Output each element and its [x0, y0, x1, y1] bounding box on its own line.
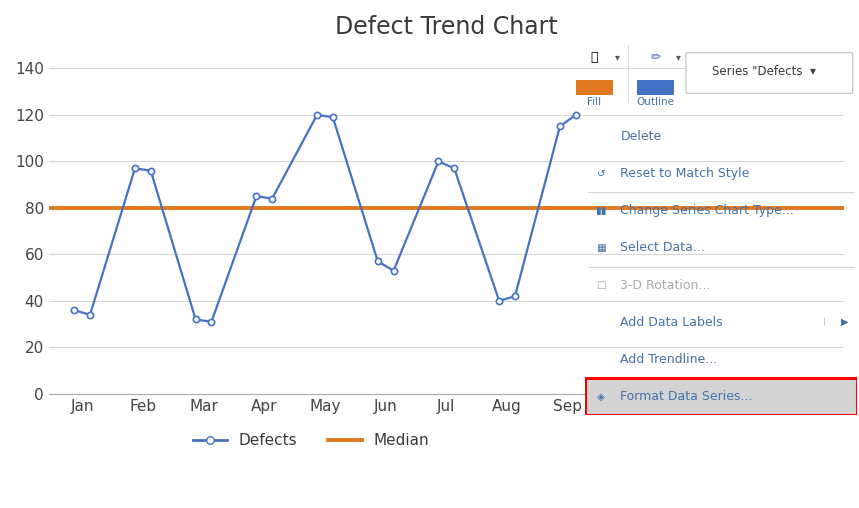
- Text: Add Data Labels: Add Data Labels: [620, 315, 723, 329]
- Text: ◈: ◈: [597, 392, 606, 401]
- Text: 🪣: 🪣: [591, 51, 599, 64]
- Text: ▶: ▶: [841, 317, 849, 327]
- Text: ✏: ✏: [650, 51, 661, 64]
- Text: Fill: Fill: [588, 98, 601, 107]
- Title: Defect Trend Chart: Defect Trend Chart: [335, 15, 557, 39]
- Text: ▦: ▦: [596, 243, 606, 253]
- Text: ▾: ▾: [676, 53, 681, 62]
- Text: Reset to Match Style: Reset to Match Style: [620, 167, 750, 180]
- Text: Select Data...: Select Data...: [620, 241, 705, 255]
- Text: 3-D Rotation...: 3-D Rotation...: [620, 278, 710, 292]
- Text: Format Data Series...: Format Data Series...: [620, 390, 752, 403]
- Bar: [576, 80, 613, 96]
- Text: Series "Defects  ▾: Series "Defects ▾: [712, 65, 816, 78]
- Text: ▾: ▾: [615, 53, 620, 62]
- FancyBboxPatch shape: [685, 53, 853, 93]
- Text: Change Series Chart Type...: Change Series Chart Type...: [620, 204, 794, 217]
- Text: ▮▮: ▮▮: [595, 206, 607, 216]
- Text: Add Trendline...: Add Trendline...: [620, 353, 717, 366]
- Text: □: □: [596, 280, 606, 290]
- Bar: [637, 80, 674, 96]
- Text: ↺: ↺: [597, 169, 606, 179]
- Bar: [585, 378, 857, 415]
- Legend: Defects, Median: Defects, Median: [186, 427, 436, 454]
- Bar: [585, 378, 857, 415]
- Text: Outline: Outline: [637, 98, 674, 107]
- Text: Delete: Delete: [620, 130, 661, 143]
